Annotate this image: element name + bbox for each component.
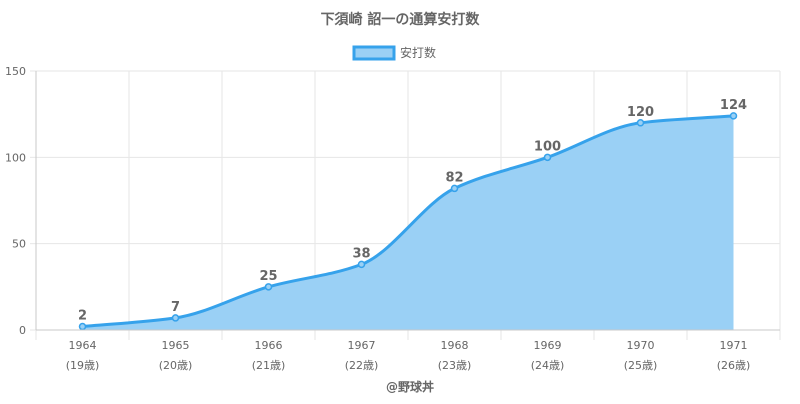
x-tick-label: 1970 xyxy=(627,339,655,352)
x-tick-sublabel: (21歳) xyxy=(252,359,286,372)
data-point xyxy=(729,112,738,120)
x-tick-label: 1965 xyxy=(162,339,190,352)
data-label: 2 xyxy=(78,309,87,324)
chart-title: 下須崎 詔一の通算安打数 xyxy=(321,11,481,28)
y-tick-label: 150 xyxy=(5,65,26,78)
data-point xyxy=(357,260,366,269)
x-tick-label: 1969 xyxy=(534,339,562,352)
x-tick-sublabel: (19歳) xyxy=(66,359,100,372)
y-tick-label: 50 xyxy=(12,238,26,251)
data-label: 100 xyxy=(534,139,561,154)
legend-label[interactable]: 安打数 xyxy=(400,45,436,60)
credit-text: @野球丼 xyxy=(386,379,434,394)
series-area xyxy=(82,115,734,330)
x-tick-label: 1971 xyxy=(720,339,748,352)
data-point xyxy=(171,314,180,322)
y-tick-label: 100 xyxy=(5,151,26,164)
x-tick-sublabel: (20歳) xyxy=(159,359,193,372)
x-tick-label: 1966 xyxy=(255,339,283,352)
data-point xyxy=(543,153,552,162)
data-point xyxy=(636,119,645,127)
data-label: 82 xyxy=(445,170,463,185)
data-label: 38 xyxy=(352,246,370,261)
legend-swatch[interactable] xyxy=(352,45,396,61)
data-point xyxy=(450,184,459,193)
axis-layer: 0 50 100 150 1964 (19歳) 1965 (20歳) 1966 (21歳) 1967… xyxy=(5,65,780,372)
series-line xyxy=(82,114,734,329)
y-tick-label: 0 xyxy=(19,324,26,337)
data-label: 120 xyxy=(627,105,654,120)
data-point xyxy=(78,322,87,331)
data-labels-layer: 2 7 25 38 82 100 120 124 xyxy=(78,98,747,324)
x-tick-sublabel: (25歳) xyxy=(624,359,658,372)
x-tick-sublabel: (22歳) xyxy=(345,359,379,372)
data-label: 25 xyxy=(259,269,277,284)
x-tick-sublabel: (23歳) xyxy=(438,359,472,372)
x-tick-sublabel: (24歳) xyxy=(531,359,565,372)
x-tick-sublabel: (26歳) xyxy=(717,359,751,372)
x-tick-label: 1964 xyxy=(69,339,97,352)
points-layer xyxy=(78,112,738,331)
x-tick-label: 1968 xyxy=(441,339,469,352)
x-tick-label: 1967 xyxy=(348,339,376,352)
data-label: 124 xyxy=(720,98,747,113)
data-point xyxy=(264,283,273,291)
area-layer xyxy=(82,114,734,330)
data-label: 7 xyxy=(171,300,180,315)
